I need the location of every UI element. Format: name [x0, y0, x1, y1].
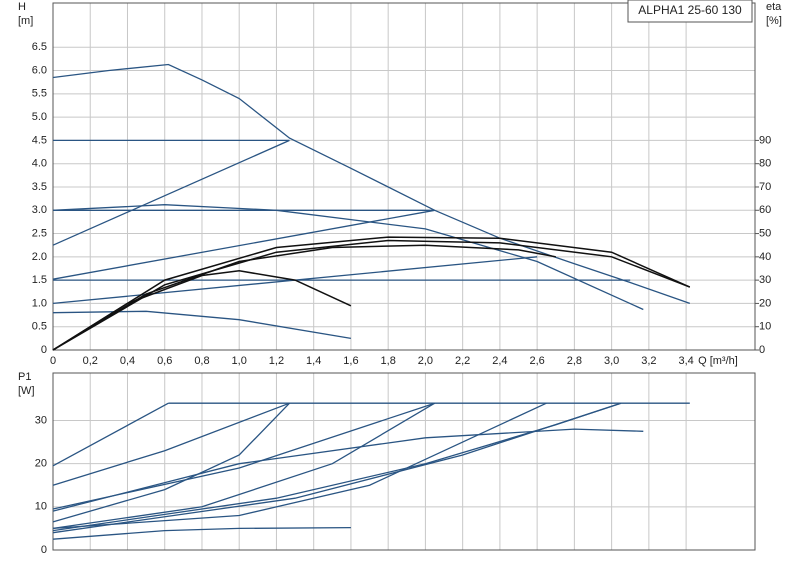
x-tick-label: 2,8: [567, 355, 582, 367]
x-tick-label: 2,4: [492, 355, 507, 367]
y-tick-label: 6.5: [32, 41, 47, 53]
x-tick-label: 3,0: [604, 355, 619, 367]
efficiency-curve: [52, 236, 691, 351]
y-tick-label: 0: [41, 344, 47, 356]
y-axis-unit: [m]: [18, 15, 33, 27]
y-tick-label: 1.5: [32, 274, 47, 286]
x-tick-label: 1,6: [343, 355, 358, 367]
y-axis-unit: [W]: [18, 385, 35, 397]
y-tick-label: 10: [35, 501, 47, 513]
y-tick-label: 5.5: [32, 88, 47, 100]
y2-tick-label: 90: [759, 134, 771, 146]
x-tick-label: 2,6: [529, 355, 544, 367]
curve: [52, 402, 622, 534]
x-tick-label: 1,2: [269, 355, 284, 367]
curve: [52, 402, 547, 530]
y2-tick-label: 0: [759, 344, 765, 356]
x-tick-label: 0,4: [120, 355, 135, 367]
y2-tick-label: 30: [759, 274, 771, 286]
plot-frame: [52, 372, 756, 551]
x-tick-label: 2,2: [455, 355, 470, 367]
curve: [52, 139, 290, 246]
curve: [52, 526, 351, 540]
y-tick-label: 6.0: [32, 64, 47, 76]
y-tick-label: 30: [35, 414, 47, 426]
x-tick-label: 3,4: [678, 355, 693, 367]
x-axis-label: Q [m³/h]: [698, 355, 738, 367]
y2-tick-label: 50: [759, 227, 771, 239]
y-tick-label: 5.0: [32, 111, 47, 123]
y-tick-label: 4.0: [32, 158, 47, 170]
efficiency-curve: [52, 244, 556, 351]
x-tick-label: 0,2: [83, 355, 98, 367]
curve: [52, 204, 644, 311]
y-tick-label: 3.5: [32, 181, 47, 193]
y2-tick-label: 80: [759, 158, 771, 170]
y-tick-label: 0.5: [32, 321, 47, 333]
x-tick-label: 1,8: [381, 355, 396, 367]
x-tick-label: 0,8: [194, 355, 209, 367]
x-tick-label: 1,4: [306, 355, 321, 367]
curve: [52, 209, 435, 280]
curve: [52, 402, 290, 486]
y2-tick-label: 70: [759, 181, 771, 193]
y2-tick-label: 40: [759, 251, 771, 263]
y-axis-label: P1: [18, 371, 31, 383]
title-box: [627, 0, 753, 23]
efficiency-curve: [52, 239, 691, 351]
y-tick-label: 1.0: [32, 297, 47, 309]
y-tick-label: 3.0: [32, 204, 47, 216]
curve: [52, 310, 352, 340]
curve: [52, 402, 169, 467]
x-tick-label: 1,0: [232, 355, 247, 367]
y2-tick-label: 20: [759, 297, 771, 309]
y-tick-label: 2.5: [32, 227, 47, 239]
curve: [52, 402, 290, 523]
curve: [52, 63, 691, 305]
y-axis-label: H: [18, 1, 26, 13]
plot-frame: [52, 2, 756, 351]
curve: [52, 428, 644, 512]
x-tick-label: 2,0: [418, 355, 433, 367]
y2-axis-label: eta: [766, 1, 782, 13]
y-tick-label: 4.5: [32, 134, 47, 146]
y2-axis-unit: [%]: [766, 15, 782, 27]
y-tick-label: 2.0: [32, 251, 47, 263]
chart-title: ALPHA1 25-60 130: [638, 3, 742, 17]
curve: [52, 402, 622, 532]
x-tick-label: 3,2: [641, 355, 656, 367]
y2-tick-label: 10: [759, 321, 771, 333]
y-tick-label: 20: [35, 458, 47, 470]
curve: [52, 402, 436, 530]
x-tick-label: 0,6: [157, 355, 172, 367]
y2-tick-label: 60: [759, 204, 771, 216]
x-tick-label: 0: [50, 355, 56, 367]
y-tick-label: 0: [41, 544, 47, 556]
